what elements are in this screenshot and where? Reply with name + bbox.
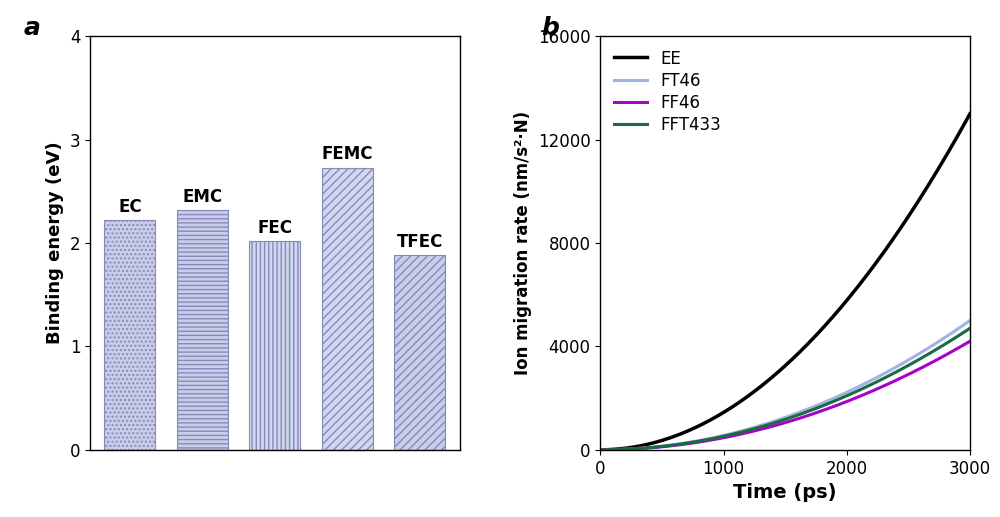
Text: a: a xyxy=(23,16,40,39)
Y-axis label: Binding energy (eV): Binding energy (eV) xyxy=(46,142,64,344)
Text: TFEC: TFEC xyxy=(397,233,443,251)
Legend: EE, FT46, FF46, FFT433: EE, FT46, FF46, FFT433 xyxy=(609,44,726,139)
FT46 xyxy=(873,373,885,379)
FFT433 xyxy=(873,378,885,384)
FFT433 xyxy=(594,447,606,453)
FFT433 xyxy=(762,422,774,428)
Text: b: b xyxy=(541,16,559,39)
FF46 xyxy=(762,424,774,431)
EE xyxy=(964,111,976,117)
FF46 xyxy=(812,409,824,415)
FT46 xyxy=(660,443,672,449)
EE xyxy=(660,436,672,443)
EE xyxy=(594,447,606,453)
Line: FT46: FT46 xyxy=(600,321,970,450)
EE xyxy=(841,297,853,303)
Text: FEC: FEC xyxy=(257,219,292,237)
FF46 xyxy=(660,443,672,449)
EE xyxy=(689,424,701,431)
FF46 xyxy=(964,338,976,344)
FF46 xyxy=(594,447,606,453)
EE xyxy=(812,330,824,336)
FFT433 xyxy=(689,438,701,445)
FT46 xyxy=(964,317,976,324)
FT46 xyxy=(762,420,774,427)
FT46 xyxy=(689,438,701,444)
Text: EC: EC xyxy=(118,198,142,216)
Bar xyxy=(177,210,228,450)
FFT433 xyxy=(812,404,824,410)
Bar xyxy=(394,255,445,450)
FT46 xyxy=(594,447,606,453)
FFT433 xyxy=(660,443,672,449)
FFT433 xyxy=(841,392,853,399)
Text: FEMC: FEMC xyxy=(322,145,373,163)
Line: FF46: FF46 xyxy=(600,341,970,450)
Line: EE: EE xyxy=(600,114,970,450)
EE xyxy=(762,378,774,384)
FF46 xyxy=(689,439,701,446)
FFT433 xyxy=(964,325,976,331)
Bar xyxy=(322,168,373,450)
Line: FFT433: FFT433 xyxy=(600,328,970,450)
FT46 xyxy=(812,402,824,408)
Text: EMC: EMC xyxy=(182,188,222,206)
FF46 xyxy=(873,385,885,391)
FF46 xyxy=(841,398,853,404)
X-axis label: Time (ps): Time (ps) xyxy=(733,483,837,502)
Bar xyxy=(249,241,300,450)
Y-axis label: Ion migration rate (nm/s²·N): Ion migration rate (nm/s²·N) xyxy=(514,111,532,375)
FT46 xyxy=(841,389,853,396)
EE xyxy=(873,256,885,263)
Bar xyxy=(104,220,155,450)
